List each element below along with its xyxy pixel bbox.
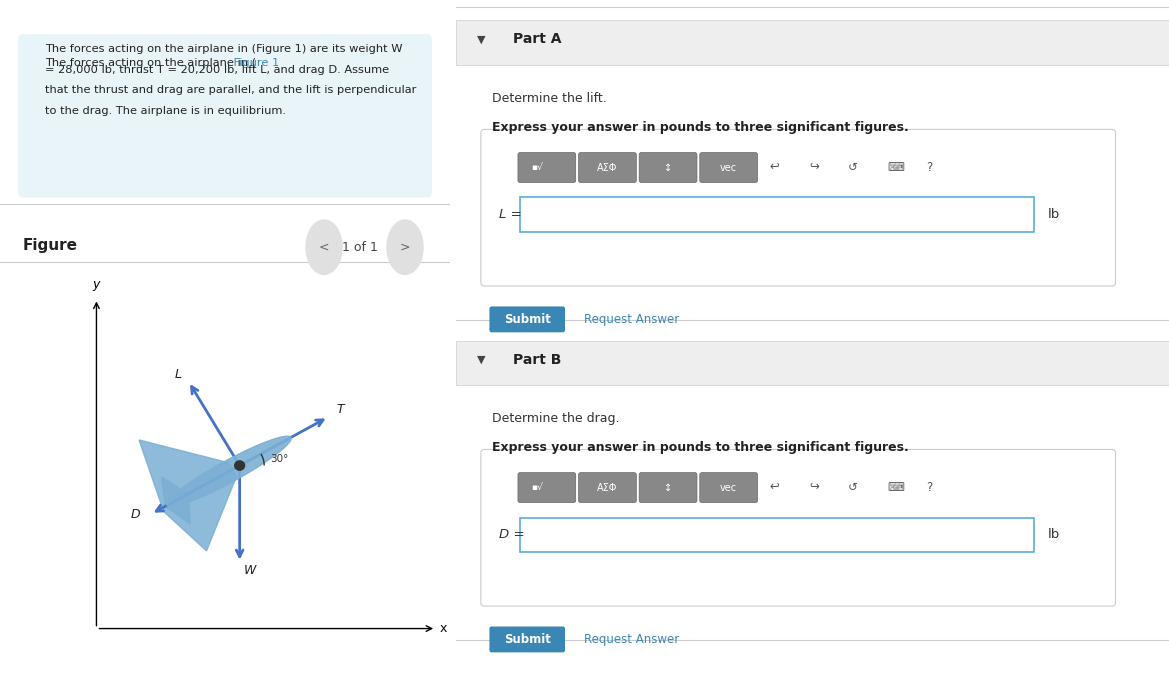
Text: ↺: ↺ [849, 481, 858, 494]
Text: ↺: ↺ [849, 161, 858, 174]
Text: Express your answer in pounds to three significant figures.: Express your answer in pounds to three s… [491, 121, 908, 134]
Text: lb: lb [1047, 208, 1060, 221]
Text: ↕: ↕ [664, 483, 672, 492]
Text: L: L [174, 368, 181, 381]
Text: ↩: ↩ [769, 161, 780, 174]
Circle shape [387, 220, 423, 274]
Text: ΑΣΦ: ΑΣΦ [597, 163, 617, 172]
Text: W: W [243, 565, 256, 577]
Text: >: > [400, 240, 410, 254]
Text: Express your answer in pounds to three significant figures.: Express your answer in pounds to three s… [491, 441, 908, 454]
Text: ↕: ↕ [664, 163, 672, 172]
Text: to the drag. The airplane is in equilibrium.: to the drag. The airplane is in equilibr… [44, 106, 286, 116]
Text: vec: vec [720, 163, 736, 172]
FancyBboxPatch shape [456, 20, 1169, 65]
Text: ⌨: ⌨ [887, 481, 905, 494]
FancyBboxPatch shape [480, 129, 1115, 286]
FancyBboxPatch shape [579, 473, 636, 503]
Text: Request Answer: Request Answer [584, 633, 679, 646]
Text: ?: ? [927, 481, 933, 494]
Text: Submit: Submit [504, 313, 551, 326]
Circle shape [306, 220, 343, 274]
FancyBboxPatch shape [518, 473, 575, 503]
FancyBboxPatch shape [480, 449, 1115, 606]
Ellipse shape [167, 436, 291, 507]
FancyBboxPatch shape [700, 473, 758, 503]
FancyBboxPatch shape [18, 34, 433, 197]
Text: ΑΣΦ: ΑΣΦ [597, 483, 617, 492]
FancyBboxPatch shape [579, 153, 636, 183]
FancyBboxPatch shape [520, 197, 1033, 232]
Text: Request Answer: Request Answer [584, 313, 679, 326]
FancyBboxPatch shape [490, 306, 565, 332]
Text: D =: D = [499, 528, 525, 541]
Text: ▪√: ▪√ [531, 483, 542, 492]
Polygon shape [139, 440, 236, 551]
FancyBboxPatch shape [520, 518, 1033, 552]
FancyBboxPatch shape [490, 627, 565, 652]
Text: T: T [337, 403, 344, 416]
Text: <: < [319, 240, 330, 254]
Text: Figure 1: Figure 1 [44, 58, 279, 68]
FancyBboxPatch shape [639, 473, 697, 503]
Text: ?: ? [927, 161, 933, 174]
Text: that the thrust and drag are parallel, and the lift is perpendicular: that the thrust and drag are parallel, a… [44, 85, 416, 95]
Text: y: y [92, 278, 101, 291]
Polygon shape [161, 477, 191, 524]
FancyBboxPatch shape [518, 153, 575, 183]
Text: 1 of 1: 1 of 1 [343, 240, 378, 254]
Text: Submit: Submit [504, 633, 551, 646]
Text: ▼: ▼ [477, 35, 486, 44]
Text: ↪: ↪ [809, 481, 818, 494]
Text: = 28,000 lb, thrust T = 20,200 lb, lift L, and drag D. Assume: = 28,000 lb, thrust T = 20,200 lb, lift … [44, 65, 389, 75]
Text: ▼: ▼ [477, 355, 486, 364]
Text: D: D [131, 508, 140, 521]
Text: x: x [441, 622, 448, 635]
Text: Part B: Part B [513, 353, 561, 366]
Text: Determine the drag.: Determine the drag. [491, 412, 620, 425]
Text: L =: L = [499, 208, 521, 221]
Text: ⌨: ⌨ [887, 161, 905, 174]
Text: 30°: 30° [270, 454, 289, 464]
Text: ↩: ↩ [769, 481, 780, 494]
FancyBboxPatch shape [700, 153, 758, 183]
Text: ↪: ↪ [809, 161, 818, 174]
FancyBboxPatch shape [639, 153, 697, 183]
Text: lb: lb [1047, 528, 1060, 541]
Text: The forces acting on the airplane in (: The forces acting on the airplane in ( [44, 58, 256, 68]
Text: Figure: Figure [22, 238, 77, 253]
Circle shape [235, 461, 244, 470]
Text: ▪√: ▪√ [531, 163, 542, 172]
FancyBboxPatch shape [456, 340, 1169, 385]
Text: vec: vec [720, 483, 736, 492]
Text: Determine the lift.: Determine the lift. [491, 92, 607, 105]
Text: Part A: Part A [513, 33, 561, 46]
Text: The forces acting on the airplane in (Figure 1) are its weight W: The forces acting on the airplane in (Fi… [44, 44, 402, 54]
